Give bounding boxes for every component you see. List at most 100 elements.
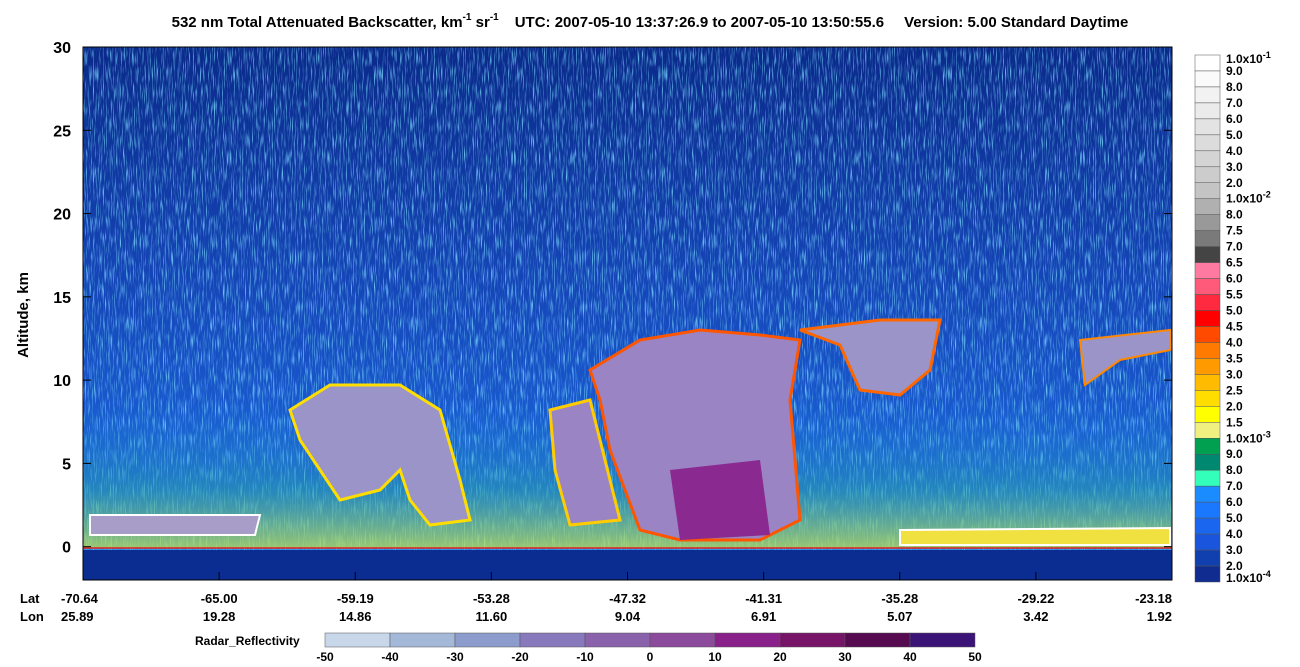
- colorbar-label: 4.0: [1226, 335, 1243, 349]
- colorbar-label: 3.5: [1226, 351, 1243, 365]
- radar-swatch: [909, 632, 976, 648]
- colorbar-swatch: [1194, 342, 1221, 359]
- lat-label: -47.32: [609, 591, 646, 606]
- lon-label: 5.07: [887, 609, 912, 624]
- lon-label: 11.60: [475, 609, 507, 624]
- y-tick-label: 15: [53, 290, 71, 307]
- colorbar-label: 5.5: [1226, 288, 1243, 302]
- radar-swatch: [649, 632, 716, 648]
- cloud: [288, 383, 472, 527]
- colorbar-label-base: 1.0x10: [1226, 192, 1263, 206]
- low-cloud: [89, 514, 262, 536]
- colorbar-swatch: [1194, 86, 1221, 104]
- colorbar-label: 3.0: [1226, 160, 1243, 174]
- colorbar-swatch: [1194, 134, 1221, 152]
- colorbar-label: 1.0x10-3: [1226, 429, 1271, 445]
- lon-label: 19.28: [203, 609, 236, 624]
- colorbar-swatch: [1194, 182, 1221, 199]
- lat-label: -41.31: [745, 591, 782, 606]
- cloud: [548, 398, 622, 527]
- colorbar-swatch: [1194, 166, 1221, 184]
- plot-area: [82, 46, 1173, 581]
- lon-label: 1.92: [1147, 609, 1172, 624]
- colorbar-swatch: [1194, 118, 1221, 136]
- colorbar-swatch: [1194, 150, 1221, 168]
- colorbar-swatch: [1194, 565, 1221, 583]
- colorbar-swatch: [1194, 102, 1221, 120]
- colorbar-swatch: [1194, 549, 1221, 567]
- colorbar-swatch: [1194, 517, 1221, 535]
- y-tick-label: 30: [53, 40, 71, 57]
- colorbar-label: 9.0: [1226, 447, 1243, 461]
- colorbar-label: 8.0: [1226, 463, 1243, 477]
- colorbar-label: 8.0: [1226, 208, 1243, 222]
- title-sup: -1: [490, 12, 499, 23]
- radar-tick-label: 10: [708, 650, 722, 664]
- colorbar-label: 1.0x10-1: [1226, 50, 1271, 66]
- radar-swatch: [519, 632, 586, 648]
- colorbar-swatch: [1194, 358, 1221, 375]
- y-axis-label: Altitude, km: [15, 272, 32, 358]
- lat-label: -35.28: [881, 591, 918, 606]
- colorbar-label-sup: -2: [1263, 190, 1271, 200]
- radar-tick-label: -50: [316, 650, 334, 664]
- y-tick-label: 25: [53, 123, 71, 140]
- lon-label: 25.89: [61, 609, 94, 624]
- title-utc: UTC: 2007-05-10 13:37:26.9 to 2007-05-10…: [515, 14, 884, 31]
- y-tick-label: 0: [62, 540, 71, 557]
- radar-swatch: [844, 632, 911, 648]
- radar-tick-label: 0: [647, 650, 654, 664]
- lat-label: -59.19: [337, 591, 374, 606]
- colorbar-swatch: [1194, 198, 1221, 215]
- colorbar-label: 9.0: [1226, 64, 1243, 78]
- colorbar-swatch: [1194, 438, 1221, 455]
- colorbar-label: 6.0: [1226, 495, 1243, 509]
- colorbar-label: 6.0: [1226, 112, 1243, 126]
- colorbar-label: 4.0: [1226, 144, 1243, 158]
- colorbar-label: 7.0: [1226, 240, 1243, 254]
- lat-label: -53.28: [473, 591, 510, 606]
- title-text: 532 nm Total Attenuated Backscatter, km: [172, 14, 463, 31]
- cloud: [799, 318, 942, 397]
- colorbar-swatch: [1194, 501, 1221, 519]
- colorbar-swatch: [1194, 294, 1221, 311]
- colorbar-swatch: [1194, 278, 1221, 295]
- radar-swatch: [324, 632, 391, 648]
- low-cloud: [899, 526, 1171, 546]
- colorbar-label: 4.0: [1226, 527, 1243, 541]
- colorbar-swatch: [1194, 214, 1221, 231]
- y-tick-label: 20: [53, 207, 71, 224]
- lat-label: -65.00: [201, 591, 238, 606]
- colorbar-swatch: [1194, 422, 1221, 439]
- cloud: [1078, 328, 1171, 387]
- colorbar-swatch: [1194, 246, 1221, 263]
- y-tick-label: 5: [62, 456, 71, 473]
- colorbar-label: 7.0: [1226, 479, 1243, 493]
- lat-label: -23.18: [1135, 591, 1172, 606]
- radar-label: Radar_Reflectivity: [195, 634, 300, 648]
- colorbar-label-base: 1.0x10: [1226, 52, 1263, 66]
- radar-tick-label: -10: [576, 650, 594, 664]
- title-version: Version: 5.00 Standard Daytime: [904, 14, 1128, 31]
- colorbar-swatch: [1194, 453, 1221, 471]
- colorbar-label: 6.0: [1226, 272, 1243, 286]
- radar-tick-label: -40: [381, 650, 399, 664]
- colorbar-label: 1.5: [1226, 415, 1243, 429]
- title-sup: -1: [463, 12, 472, 23]
- colorbar-label-sup: -1: [1263, 50, 1271, 60]
- colorbar-label: 7.5: [1226, 224, 1243, 238]
- lat-title: Lat: [20, 591, 40, 606]
- colorbar-swatch: [1194, 70, 1221, 88]
- radar-tick-label: 50: [968, 650, 982, 664]
- colorbar-swatch: [1194, 54, 1221, 72]
- colorbar-label: 2.0: [1226, 399, 1243, 413]
- colorbar-label-sup: -3: [1263, 429, 1271, 439]
- radar-swatch: [584, 632, 651, 648]
- radar-tick-label: -30: [446, 650, 464, 664]
- colorbar-label: 5.0: [1226, 304, 1243, 318]
- colorbar-label: 8.0: [1226, 80, 1243, 94]
- cloud-core: [670, 460, 770, 540]
- colorbar-label: 3.0: [1226, 367, 1243, 381]
- radar-swatch: [454, 632, 521, 648]
